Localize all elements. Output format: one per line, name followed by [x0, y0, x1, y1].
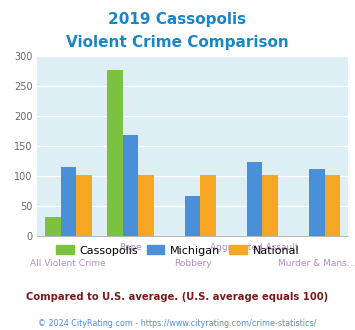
Bar	[45, 217, 61, 236]
Bar	[123, 135, 138, 236]
Text: All Violent Crime: All Violent Crime	[31, 259, 106, 268]
Bar	[61, 167, 76, 236]
Text: © 2024 CityRating.com - https://www.cityrating.com/crime-statistics/: © 2024 CityRating.com - https://www.city…	[38, 319, 317, 328]
Bar	[247, 162, 262, 236]
Text: Robbery: Robbery	[174, 259, 211, 268]
Bar	[185, 196, 200, 236]
Text: Murder & Mans...: Murder & Mans...	[278, 259, 355, 268]
Text: Rape: Rape	[119, 243, 142, 252]
Legend: Cassopolis, Michigan, National: Cassopolis, Michigan, National	[51, 241, 304, 260]
Bar	[138, 175, 154, 236]
Bar	[200, 175, 216, 236]
Bar	[76, 175, 92, 236]
Text: Aggravated Assault: Aggravated Assault	[211, 243, 299, 252]
Bar	[107, 71, 123, 236]
Bar	[324, 175, 340, 236]
Text: Violent Crime Comparison: Violent Crime Comparison	[66, 35, 289, 50]
Text: Compared to U.S. average. (U.S. average equals 100): Compared to U.S. average. (U.S. average …	[26, 292, 329, 302]
Text: 2019 Cassopolis: 2019 Cassopolis	[108, 12, 247, 26]
Bar	[309, 169, 324, 236]
Bar	[262, 175, 278, 236]
